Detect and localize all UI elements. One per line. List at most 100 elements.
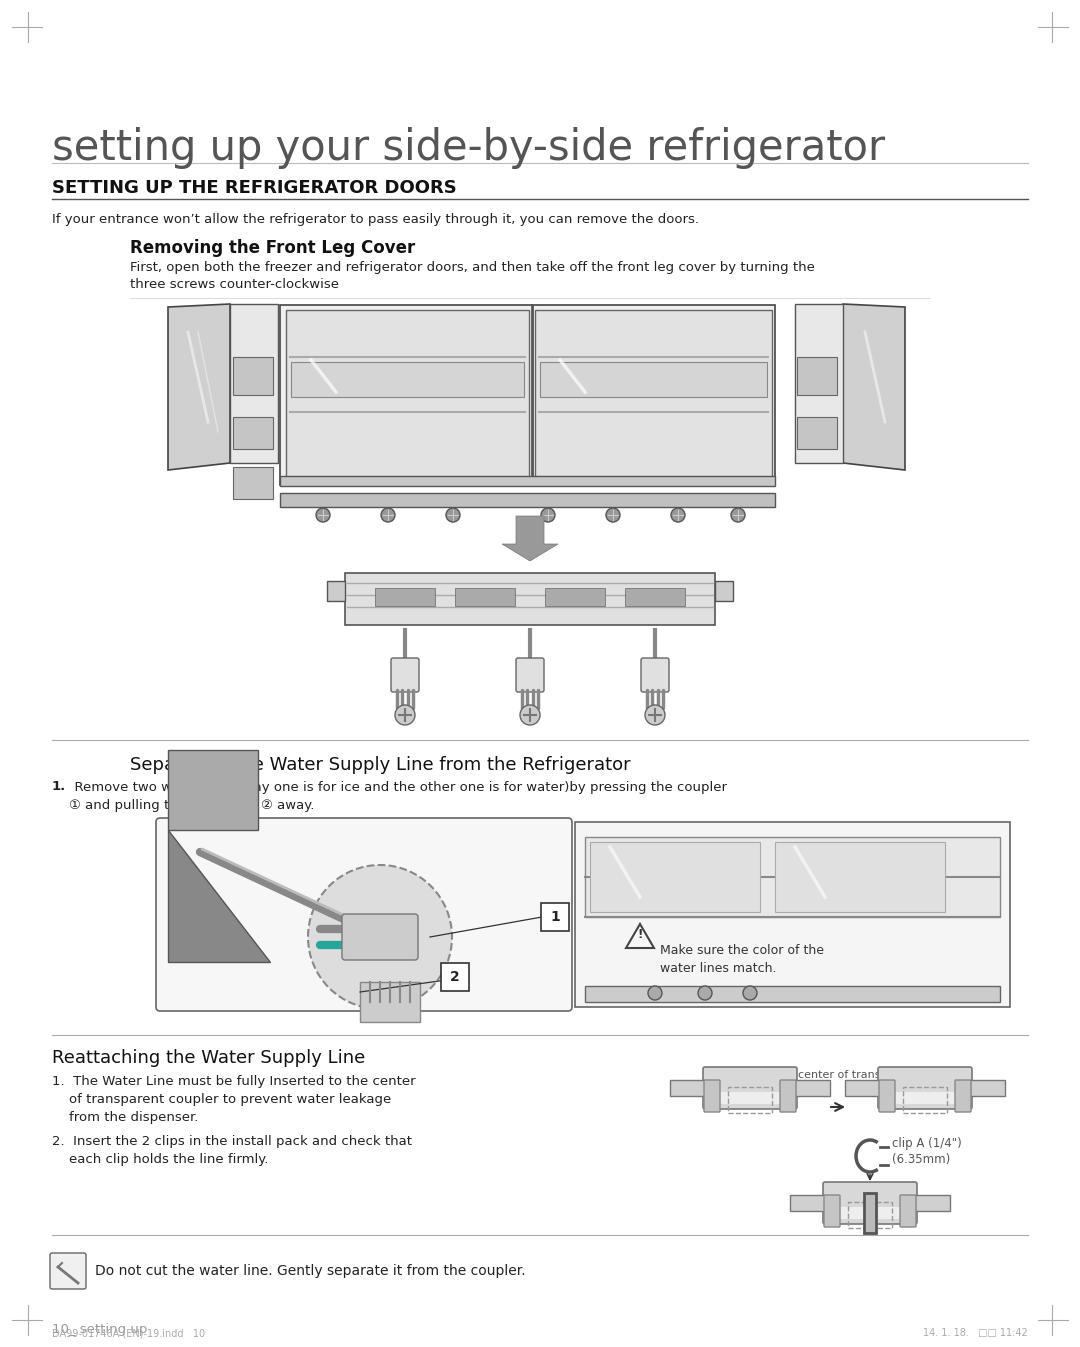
FancyBboxPatch shape (391, 657, 419, 692)
FancyBboxPatch shape (797, 418, 837, 449)
Polygon shape (795, 304, 843, 463)
FancyBboxPatch shape (540, 362, 767, 397)
FancyBboxPatch shape (625, 589, 685, 606)
Text: clip A (1/4"): clip A (1/4") (892, 1137, 962, 1150)
Circle shape (645, 704, 665, 725)
Circle shape (381, 508, 395, 523)
Text: Separating the Water Supply Line from the Refrigerator: Separating the Water Supply Line from th… (130, 756, 631, 775)
FancyBboxPatch shape (50, 1253, 86, 1289)
Polygon shape (168, 830, 270, 962)
Circle shape (698, 986, 712, 999)
FancyBboxPatch shape (797, 357, 837, 395)
Text: center of transparent coupler: center of transparent coupler (798, 1070, 962, 1080)
FancyBboxPatch shape (642, 657, 669, 692)
Text: DA99-01746A (EN)-19.indd   10: DA99-01746A (EN)-19.indd 10 (52, 1328, 205, 1338)
FancyBboxPatch shape (545, 589, 605, 606)
FancyBboxPatch shape (824, 1195, 840, 1227)
Text: ① and pulling the water line ② away.: ① and pulling the water line ② away. (52, 799, 314, 811)
Text: If your entrance won’t allow the refrigerator to pass easily through it, you can: If your entrance won’t allow the refrige… (52, 213, 699, 225)
FancyBboxPatch shape (535, 310, 772, 480)
Text: !: ! (637, 928, 643, 942)
Circle shape (446, 508, 460, 523)
Circle shape (519, 704, 540, 725)
FancyBboxPatch shape (703, 1067, 797, 1109)
Text: three screws counter-clockwise: three screws counter-clockwise (130, 279, 339, 291)
FancyBboxPatch shape (280, 304, 775, 485)
Circle shape (395, 704, 415, 725)
Text: 1.  The Water Line must be fully Inserted to the center: 1. The Water Line must be fully Inserted… (52, 1075, 416, 1088)
FancyBboxPatch shape (342, 915, 418, 960)
Text: 1.: 1. (52, 780, 66, 793)
FancyBboxPatch shape (585, 836, 1000, 917)
Text: from the dispenser.: from the dispenser. (52, 1111, 199, 1125)
Polygon shape (230, 304, 278, 463)
Circle shape (743, 986, 757, 999)
Polygon shape (502, 516, 558, 560)
FancyBboxPatch shape (708, 1092, 792, 1105)
Text: 1: 1 (550, 911, 559, 924)
FancyBboxPatch shape (775, 842, 945, 912)
Circle shape (308, 865, 453, 1009)
Text: First, open both the freezer and refrigerator doors, and then take off the front: First, open both the freezer and refrige… (130, 261, 815, 275)
FancyBboxPatch shape (864, 1193, 876, 1233)
Circle shape (648, 986, 662, 999)
FancyBboxPatch shape (704, 1080, 720, 1113)
FancyBboxPatch shape (286, 310, 529, 480)
FancyBboxPatch shape (795, 1080, 831, 1096)
FancyBboxPatch shape (845, 1080, 880, 1096)
Circle shape (731, 508, 745, 523)
FancyBboxPatch shape (970, 1080, 1005, 1096)
Text: Remove two water lines(gray one is for ice and the other one is for water)by pre: Remove two water lines(gray one is for i… (66, 780, 727, 793)
FancyBboxPatch shape (575, 822, 1010, 1008)
FancyBboxPatch shape (455, 589, 515, 606)
FancyBboxPatch shape (823, 1183, 917, 1224)
FancyBboxPatch shape (441, 963, 469, 991)
FancyBboxPatch shape (883, 1092, 967, 1105)
FancyBboxPatch shape (879, 1080, 895, 1113)
Text: Removing the Front Leg Cover: Removing the Front Leg Cover (130, 238, 415, 257)
Circle shape (316, 508, 330, 523)
FancyBboxPatch shape (828, 1207, 912, 1219)
FancyBboxPatch shape (516, 657, 544, 692)
FancyBboxPatch shape (789, 1195, 825, 1211)
Polygon shape (360, 982, 420, 1022)
FancyBboxPatch shape (955, 1080, 971, 1113)
Text: setting up your side-by-side refrigerator: setting up your side-by-side refrigerato… (52, 127, 886, 168)
FancyBboxPatch shape (715, 581, 733, 601)
FancyBboxPatch shape (233, 357, 273, 395)
FancyBboxPatch shape (375, 589, 435, 606)
Circle shape (671, 508, 685, 523)
Circle shape (541, 508, 555, 523)
FancyBboxPatch shape (780, 1080, 796, 1113)
Text: 2: 2 (450, 970, 460, 985)
Text: 10_ setting up: 10_ setting up (52, 1324, 147, 1336)
FancyBboxPatch shape (900, 1195, 916, 1227)
FancyBboxPatch shape (280, 493, 775, 506)
FancyBboxPatch shape (878, 1067, 972, 1109)
FancyBboxPatch shape (327, 581, 345, 601)
FancyBboxPatch shape (233, 467, 273, 498)
Polygon shape (168, 304, 230, 470)
FancyBboxPatch shape (156, 818, 572, 1012)
Polygon shape (843, 304, 905, 470)
Text: each clip holds the line firmly.: each clip holds the line firmly. (52, 1153, 268, 1167)
FancyBboxPatch shape (291, 362, 524, 397)
FancyBboxPatch shape (233, 418, 273, 449)
Text: (6.35mm): (6.35mm) (892, 1153, 950, 1167)
FancyBboxPatch shape (585, 986, 1000, 1002)
Circle shape (606, 508, 620, 523)
FancyBboxPatch shape (168, 750, 258, 830)
Text: Reattaching the Water Supply Line: Reattaching the Water Supply Line (52, 1049, 365, 1067)
FancyBboxPatch shape (670, 1080, 705, 1096)
FancyBboxPatch shape (280, 475, 775, 486)
Text: SETTING UP THE REFRIGERATOR DOORS: SETTING UP THE REFRIGERATOR DOORS (52, 179, 457, 197)
FancyBboxPatch shape (345, 572, 715, 625)
Text: Make sure the color of the
water lines match.: Make sure the color of the water lines m… (660, 944, 824, 975)
FancyBboxPatch shape (541, 902, 569, 931)
Text: 2.  Insert the 2 clips in the install pack and check that: 2. Insert the 2 clips in the install pac… (52, 1136, 411, 1149)
FancyBboxPatch shape (915, 1195, 950, 1211)
Text: of transparent coupler to prevent water leakage: of transparent coupler to prevent water … (52, 1094, 391, 1106)
Text: 14. 1. 18.   □□ 11:42: 14. 1. 18. □□ 11:42 (923, 1328, 1028, 1338)
Text: Do not cut the water line. Gently separate it from the coupler.: Do not cut the water line. Gently separa… (95, 1263, 526, 1278)
Polygon shape (626, 924, 654, 948)
